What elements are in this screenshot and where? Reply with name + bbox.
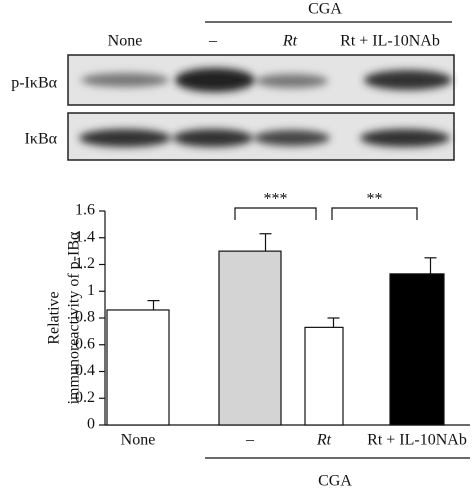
y-tick-label: 0.6 (75, 335, 95, 352)
lane-label: Rt (282, 33, 298, 50)
significance-bracket (331, 207, 418, 220)
y-tick-label: 0.2 (75, 389, 95, 406)
bar (106, 309, 170, 426)
x-tick-label: Rt + IL-10NAb (367, 432, 467, 449)
y-tick-label: 0.8 (75, 309, 95, 326)
y-tick-label: 1 (87, 282, 95, 299)
significance-label: *** (264, 191, 288, 208)
y-tick-label: 1.6 (75, 202, 95, 219)
y-axis-title: Relative (46, 291, 63, 344)
blot-pIkBa (67, 54, 455, 106)
x-group-label: CGA (318, 473, 352, 490)
row-label: p-IκBα (11, 75, 57, 92)
blot-IkBa (67, 112, 455, 161)
lane-label: None (108, 33, 143, 50)
bar (218, 250, 282, 426)
x-tick-label: Rt (316, 432, 332, 449)
blot-group-label: CGA (308, 1, 342, 18)
significance-label: ** (367, 191, 383, 208)
y-axis-title: immunoreactivity of p-IBα (66, 231, 83, 404)
row-label: IκBα (25, 131, 58, 148)
lane-label: – (208, 33, 218, 50)
y-tick-label: 0 (87, 416, 95, 433)
bar (304, 326, 344, 426)
lane-label: Rt + IL-10NAb (340, 33, 440, 50)
y-tick-label: 1.2 (75, 255, 95, 272)
bar (389, 273, 445, 426)
y-tick-label: 0.4 (75, 362, 95, 379)
significance-bracket (234, 207, 317, 220)
x-tick-label: – (245, 432, 255, 449)
x-tick-label: None (121, 432, 156, 449)
y-tick-label: 1.4 (75, 228, 95, 245)
